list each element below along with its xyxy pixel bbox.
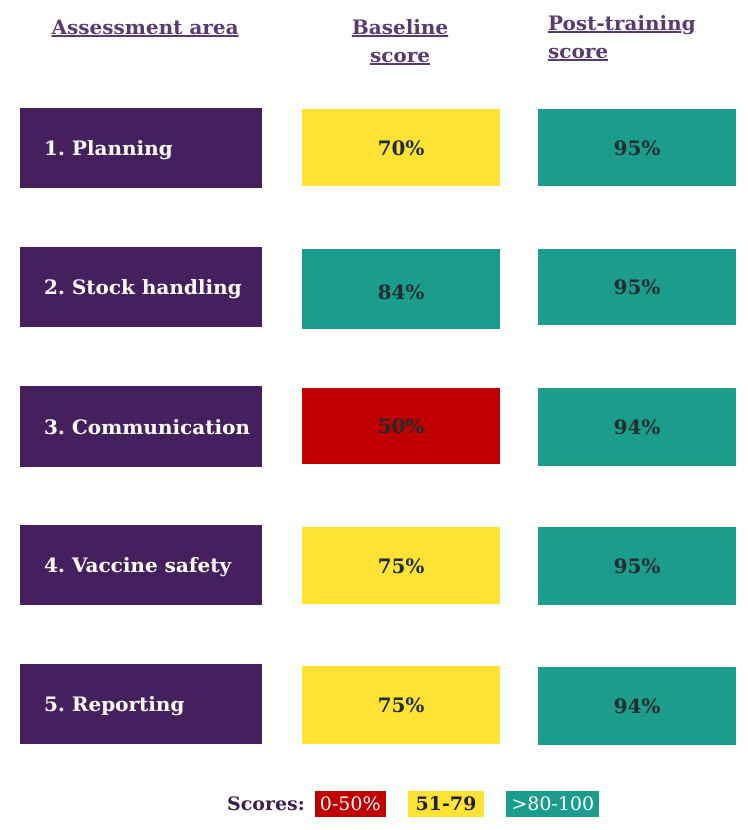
- legend-swatch-low: 0-50%: [314, 791, 386, 817]
- legend-swatch-mid: 51-79: [407, 791, 485, 817]
- post-score-planning: 95%: [538, 109, 736, 186]
- post-score-vaccine-safety: 95%: [538, 527, 736, 605]
- legend: Scores: 0-50% 51-79 >80-100: [227, 790, 600, 818]
- area-cell-planning: 1. Planning: [20, 108, 262, 188]
- area-cell-stock-handling: 2. Stock handling: [20, 247, 262, 327]
- baseline-score-communication: 50%: [302, 388, 500, 464]
- area-cell-reporting: 5. Reporting: [20, 664, 262, 744]
- header-post-training-score: Post-training score: [548, 11, 696, 63]
- baseline-score-vaccine-safety: 75%: [302, 527, 500, 604]
- post-score-reporting: 94%: [538, 667, 736, 745]
- baseline-score-stock-handling: 84%: [302, 249, 500, 329]
- post-score-stock-handling: 95%: [538, 249, 736, 325]
- area-cell-vaccine-safety: 4. Vaccine safety: [20, 525, 262, 605]
- legend-label: Scores:: [227, 793, 305, 815]
- post-score-communication: 94%: [538, 388, 736, 466]
- area-cell-communication: 3. Communication: [20, 386, 262, 467]
- header-assessment-area: Assessment area: [51, 15, 239, 39]
- baseline-score-planning: 70%: [302, 109, 500, 186]
- header-baseline-score: Baseline score: [351, 15, 449, 67]
- legend-swatch-high: >80-100: [506, 791, 600, 817]
- baseline-score-reporting: 75%: [302, 666, 500, 744]
